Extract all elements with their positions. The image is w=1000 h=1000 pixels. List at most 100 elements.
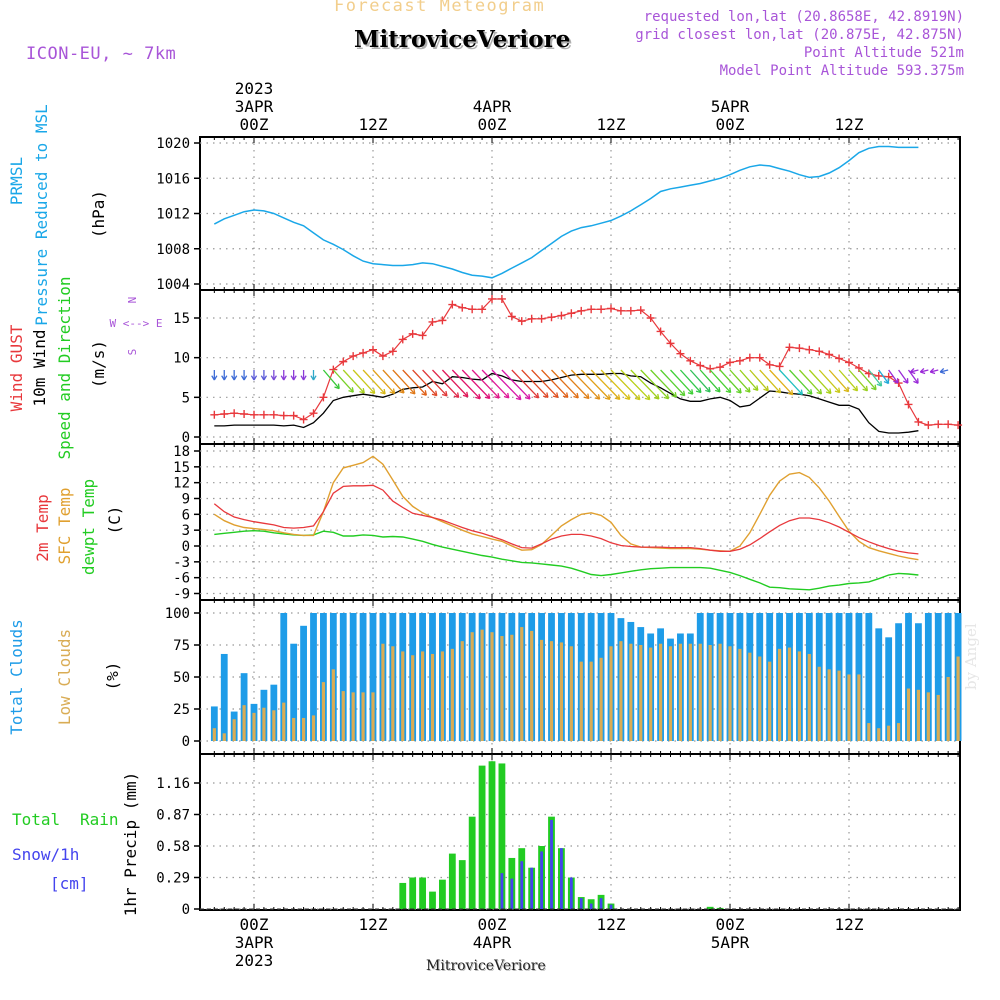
wind-arrow xyxy=(590,369,621,400)
gust-marker xyxy=(636,306,645,315)
panel-pressure xyxy=(194,136,961,291)
low-cloud-bar xyxy=(371,692,375,741)
gust-marker xyxy=(755,353,764,362)
time-label-bottom: 3APR xyxy=(235,933,274,952)
low-cloud-bar xyxy=(847,674,851,741)
wind-arrow-head xyxy=(929,368,936,375)
gust-marker xyxy=(656,327,665,336)
wind-arrow xyxy=(620,369,651,401)
wind-arrow-head xyxy=(475,393,481,400)
wind-arrow xyxy=(501,369,531,400)
low-cloud-bar xyxy=(411,655,415,741)
wind-arrow xyxy=(930,369,939,373)
wind-arrow xyxy=(422,369,448,397)
low-cloud-bar xyxy=(728,646,732,741)
ytick-label-temp: 3 xyxy=(182,523,190,539)
gust-marker xyxy=(696,361,705,370)
wind-arrow-head xyxy=(369,388,376,395)
wind-arrow-head xyxy=(714,386,721,393)
ytick-label-precip: 1.16 xyxy=(156,776,190,792)
wind-arrow-head xyxy=(871,384,877,391)
wind-arrow-head xyxy=(484,393,491,400)
wind-arrow xyxy=(818,369,841,393)
low-cloud-bar xyxy=(609,646,613,741)
total-precip-bar xyxy=(439,879,446,909)
precip-snow-unit: [cm] xyxy=(50,874,89,893)
ytick-label-temp: -3 xyxy=(173,555,190,571)
low-cloud-bar xyxy=(956,656,960,741)
ytick-label-wind: 15 xyxy=(173,311,190,327)
low-cloud-bar xyxy=(262,707,266,741)
wind-arrow xyxy=(828,369,850,393)
gust-marker xyxy=(428,317,437,326)
wind-arrow-head xyxy=(604,394,611,401)
gust-marker xyxy=(488,294,496,303)
clouds-unit: (%) xyxy=(103,662,122,691)
gust-marker xyxy=(230,409,239,418)
gust-marker xyxy=(874,371,883,380)
gust-marker xyxy=(765,360,774,369)
gust-marker xyxy=(775,362,784,371)
wind-arrow-head xyxy=(634,394,641,401)
gust-marker xyxy=(537,314,546,323)
wind-arrow xyxy=(322,369,340,390)
gust-marker xyxy=(706,364,715,373)
wind-arrow-head xyxy=(334,383,340,390)
total-precip-bar xyxy=(478,765,486,909)
ytick-label-temp: 12 xyxy=(173,476,190,492)
low-cloud-bar xyxy=(619,641,623,741)
time-label-bottom: 00Z xyxy=(478,915,507,934)
ytick-label-pressure: 1016 xyxy=(156,171,190,187)
wind-arrow-head xyxy=(583,393,590,400)
ytick-label-temp: 0 xyxy=(182,539,190,555)
wind-arrow xyxy=(451,369,481,400)
gust-marker xyxy=(309,409,318,418)
model-altitude: Model Point Altitude 593.375m xyxy=(719,63,964,79)
wind-arrow-head xyxy=(725,387,732,394)
t2m-label: 2m Temp xyxy=(33,494,52,561)
footer-station: MitroviceVeriore xyxy=(426,958,546,974)
t2m-line xyxy=(213,484,919,555)
gust-marker xyxy=(735,356,744,365)
total-cloud-bar xyxy=(220,653,228,741)
wind-arrow xyxy=(848,369,868,392)
low-cloud-bar xyxy=(639,645,643,741)
wind-arrow-head xyxy=(240,375,248,381)
wind-arrow-head xyxy=(515,394,522,401)
time-label-top: 00Z xyxy=(478,115,507,134)
ytick-label-temp: -9 xyxy=(173,587,190,603)
low-cloud-bar xyxy=(520,627,524,741)
gust-marker xyxy=(835,354,844,363)
low-cloud-bar xyxy=(668,646,673,741)
gust-marker xyxy=(220,409,229,418)
wind-arrow-head xyxy=(893,378,899,384)
wind-arrow xyxy=(838,369,858,392)
gust-marker xyxy=(259,410,268,419)
time-label-top: 12Z xyxy=(359,115,388,134)
low-cloud-bar xyxy=(777,648,782,741)
total-cloud-bar xyxy=(280,613,288,741)
ytick-label-temp: 6 xyxy=(182,507,190,523)
wind-arrow-head xyxy=(280,375,287,381)
wind-arrow-head xyxy=(431,390,438,397)
wind-arrow-head xyxy=(876,380,883,387)
low-cloud-bar xyxy=(738,648,742,741)
wind-arrow-head xyxy=(909,368,916,375)
low-cloud-bar xyxy=(708,645,712,741)
total-precip-bar xyxy=(458,860,466,909)
wind-arrow-head xyxy=(250,375,258,381)
low-cloud-bar xyxy=(896,723,901,741)
low-cloud-bar xyxy=(857,674,861,741)
wind-arrow xyxy=(461,369,491,399)
wind-arrow-head xyxy=(883,378,890,385)
gust-marker xyxy=(547,313,556,322)
wind-arrow-head xyxy=(300,375,307,381)
snow-bar xyxy=(540,851,543,909)
gust-marker xyxy=(914,417,923,426)
gust-marker xyxy=(944,420,953,429)
low-cloud-bar xyxy=(579,661,583,741)
low-cloud-bar xyxy=(361,692,365,741)
wind-arrow xyxy=(910,369,919,373)
wind-arrow-head xyxy=(705,386,711,393)
wind-arrow xyxy=(570,369,601,400)
